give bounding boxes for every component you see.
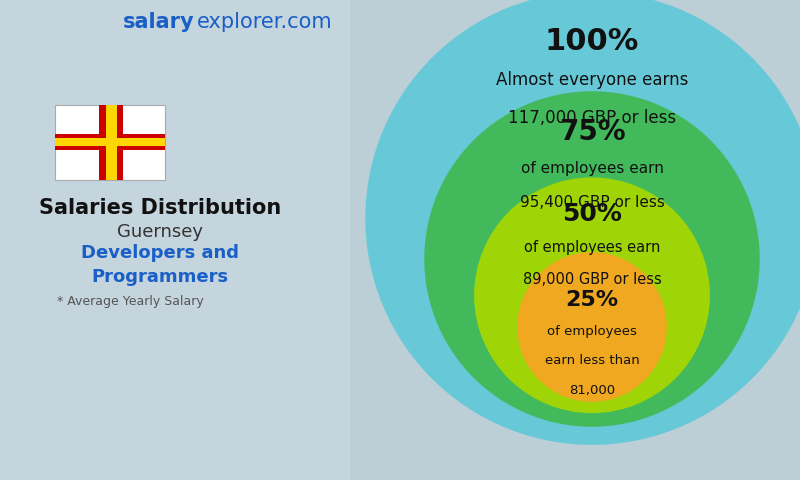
Text: of employees earn: of employees earn — [521, 161, 663, 176]
Circle shape — [474, 178, 710, 413]
Bar — [55, 138, 165, 145]
Circle shape — [424, 91, 760, 427]
Circle shape — [518, 252, 666, 402]
Bar — [55, 133, 165, 150]
Text: Salaries Distribution: Salaries Distribution — [39, 198, 281, 218]
Text: earn less than: earn less than — [545, 355, 639, 368]
Text: explorer.com: explorer.com — [197, 12, 333, 32]
Bar — [350, 0, 800, 480]
Text: 89,000 GBP or less: 89,000 GBP or less — [522, 272, 662, 287]
Text: 81,000: 81,000 — [569, 384, 615, 397]
Text: 100%: 100% — [545, 27, 639, 56]
Text: Guernsey: Guernsey — [117, 223, 203, 241]
Text: of employees earn: of employees earn — [524, 240, 660, 255]
Text: salary: salary — [123, 12, 195, 32]
Text: of employees: of employees — [547, 325, 637, 338]
Text: 50%: 50% — [562, 202, 622, 226]
Circle shape — [366, 0, 800, 445]
Bar — [55, 105, 165, 180]
Text: Developers and
Programmers: Developers and Programmers — [81, 243, 239, 287]
Bar — [99, 105, 123, 180]
Text: * Average Yearly Salary: * Average Yearly Salary — [57, 296, 203, 309]
Bar — [106, 105, 117, 180]
Text: 25%: 25% — [566, 290, 618, 310]
Text: 95,400 GBP or less: 95,400 GBP or less — [519, 195, 665, 210]
Text: Almost everyone earns: Almost everyone earns — [496, 71, 688, 89]
Text: 117,000 GBP or less: 117,000 GBP or less — [508, 109, 676, 128]
Text: 75%: 75% — [558, 118, 626, 146]
